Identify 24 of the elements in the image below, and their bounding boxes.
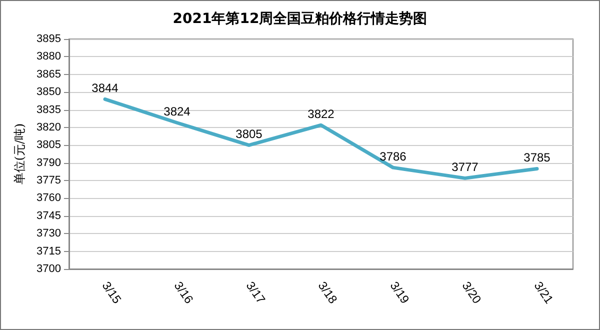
data-label: 3844 xyxy=(92,81,119,96)
data-label: 3822 xyxy=(308,107,335,122)
y-tick-label: 3805 xyxy=(36,139,61,152)
y-tick-label: 3775 xyxy=(36,174,61,187)
data-label: 3785 xyxy=(524,150,551,165)
y-tick-label: 3820 xyxy=(36,121,61,134)
y-tick-label: 3865 xyxy=(36,68,61,80)
data-label: 3786 xyxy=(380,150,407,164)
data-label: 3777 xyxy=(452,160,479,174)
data-label: 3824 xyxy=(164,104,191,119)
y-tick-label: 3760 xyxy=(36,192,61,204)
y-tick-label: 3790 xyxy=(36,156,61,169)
y-tick-label: 3895 xyxy=(36,33,61,45)
y-tick-label: 3745 xyxy=(36,210,61,222)
y-tick-label: 3880 xyxy=(36,50,61,63)
chart-title: 2021年第12周全国豆粕价格行情走势图 xyxy=(172,11,428,27)
y-tick-label: 3850 xyxy=(36,86,61,98)
y-tick-label: 3835 xyxy=(36,104,61,116)
data-label: 3805 xyxy=(236,127,263,142)
y-tick-label: 3700 xyxy=(36,263,61,275)
x-tick-label: 3/17 xyxy=(243,278,268,306)
y-tick-label: 3715 xyxy=(36,245,61,258)
y-tick-label: 3730 xyxy=(36,228,61,240)
y-axis-title: 单位(元/吨) xyxy=(12,123,27,185)
